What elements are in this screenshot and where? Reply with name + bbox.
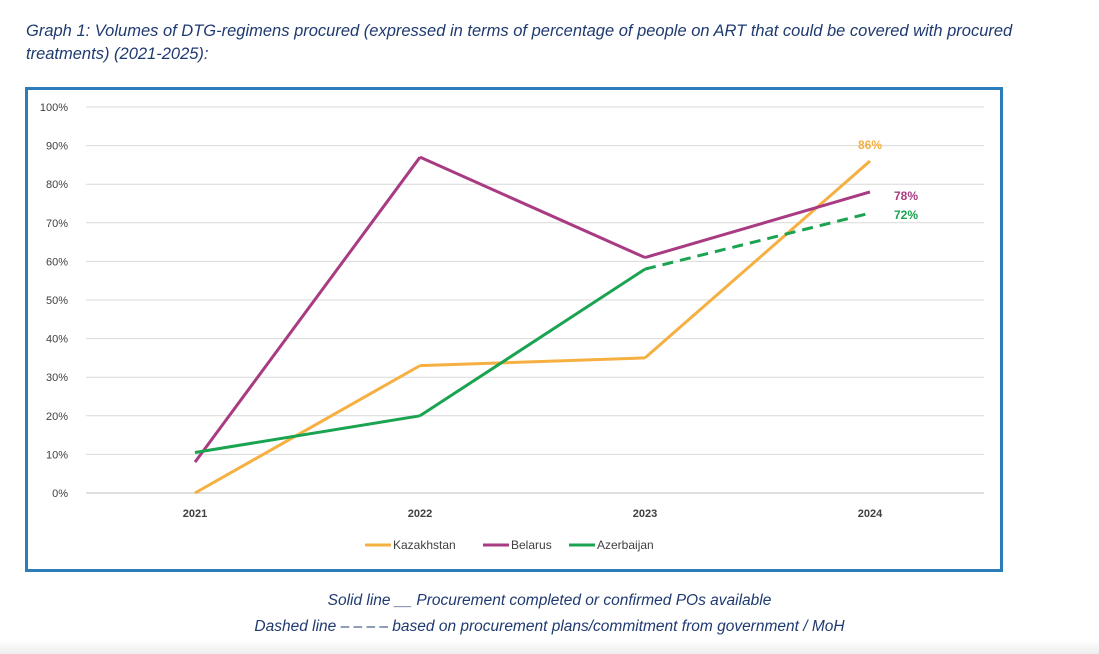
series-azerbaijan-segment-2023-2024 [644,211,871,271]
x-tick-label-2022: 2022 [408,508,432,520]
y-tick-label-50: 50% [46,295,68,307]
chart-frame: 0% 10% 20% 30% 40% 50% 60% 70% 80% 90% 100% 2021 20… [25,87,1003,572]
y-tick-label-80: 80% [46,179,68,191]
x-axis-tick-labels: 2021 2022 2023 2024 [183,508,883,520]
graph-title: Graph 1: Volumes of DTG-regimens procure… [26,22,1013,63]
line-chart: 0%10%20%30%40%50%60%70%80%90%100% 2021 20… [40,102,984,552]
data-label-belarus-2024: 78% [894,189,918,203]
series-belarus-segment-2023-2024 [644,190,871,259]
y-tick-label-30: 30% [46,372,68,384]
y-tick-label-60: 60% [46,256,68,268]
legend-label-belarus: Belarus [511,538,552,552]
dashed-line-note: Dashed line – – – – based on procurement… [254,618,845,635]
series-belarus-segment-2021-2022 [193,156,422,464]
y-axis-tick-labels: 0% 10% 20% 30% 40% 50% 60% 70% 80% 90% 100% [40,102,68,500]
y-tick-label-70: 70% [46,218,68,230]
x-tick-label-2023: 2023 [633,508,657,520]
page-bottom-shade [0,640,1099,654]
series-belarus-segment-2022-2023 [419,155,646,259]
series-kazakhstan-segment-2021-2022 [194,364,421,495]
series-azerbaijan-segment-2021-2022 [194,414,421,454]
solid-line-note: Solid line __ Procurement completed or c… [327,592,772,609]
series-kazakhstan-segment-2023-2024 [644,159,871,360]
legend-label-azerbaijan: Azerbaijan [597,538,654,552]
y-tick-label-20: 20% [46,411,68,423]
data-label-kazakhstan-2024: 86% [858,138,882,152]
legend-label-kazakhstan: Kazakhstan [393,538,456,552]
data-label-azerbaijan-2024: 72% [894,208,918,222]
x-tick-label-2024: 2024 [858,508,883,520]
end-data-labels: 86% 78% 72% [858,138,918,222]
series-lines [193,155,871,495]
y-tick-label-100: 100% [40,102,68,114]
x-tick-label-2021: 2021 [183,508,207,520]
y-tick-label-40: 40% [46,334,68,346]
y-tick-label-10: 10% [46,449,68,461]
y-tick-label-0: 0% [52,488,68,500]
y-tick-label-90: 90% [46,141,68,153]
gridlines [86,106,984,494]
legend: Kazakhstan Belarus Azerbaijan [365,538,654,552]
series-azerbaijan-segment-2022-2023 [419,267,646,418]
series-kazakhstan-segment-2022-2023 [419,356,646,368]
